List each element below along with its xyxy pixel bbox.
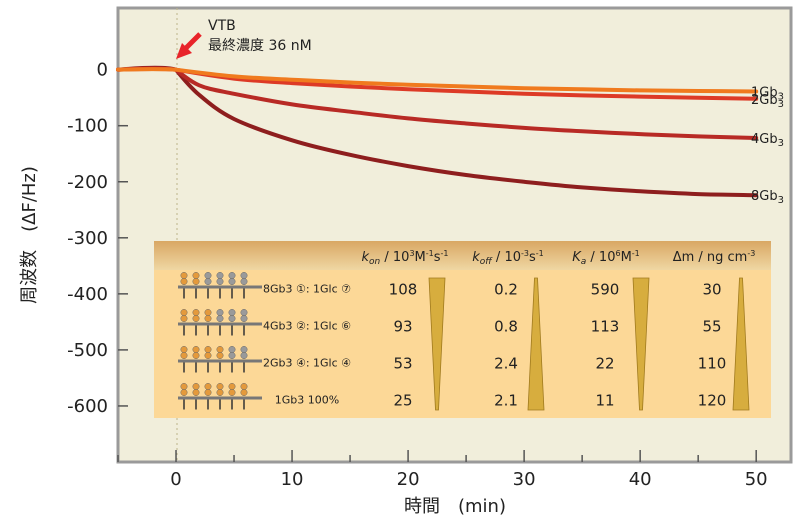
injection-arrow-icon	[176, 32, 202, 59]
annotation: VTB 最終濃度 36 nM	[176, 18, 312, 59]
table-header-1: koff / 10-3s-1	[472, 249, 543, 267]
annotation-line-1: VTB	[208, 18, 236, 34]
table-value-ka: 113	[591, 318, 620, 336]
table-header-0: kon / 103M-1s-1	[362, 249, 449, 267]
table-value-koff: 2.4	[494, 355, 518, 373]
table-composition: 2Gb3 ④: 1Glc ④	[263, 357, 351, 370]
y-axis-title: 周波数 (ΔF/Hz)	[19, 166, 40, 304]
series-label-2Gb3: 2Gb3	[751, 93, 784, 110]
y-tick-label: -200	[67, 172, 108, 193]
table-value-dm: 30	[702, 281, 721, 299]
series-line-2Gb3	[116, 67, 759, 101]
membrane-molecule-icon	[178, 383, 262, 410]
table-value-dm: 110	[698, 355, 727, 373]
y-axis: 0 -100 -200 -300 -400 -500 -600	[67, 60, 128, 417]
y-tick-label: -600	[67, 396, 108, 417]
table-value-ka: 590	[591, 281, 620, 299]
table-value-kon: 93	[393, 318, 412, 336]
annotation-line-2: 最終濃度 36 nM	[208, 38, 312, 54]
decrease-wedge-icon	[632, 277, 650, 411]
table-value-kon: 25	[393, 392, 412, 410]
x-tick-label: 50	[745, 469, 768, 490]
x-tick-label: 30	[513, 469, 536, 490]
x-axis-title: 時間 (min)	[404, 496, 506, 517]
series-line-4Gb3	[116, 66, 759, 140]
series-label-4Gb3: 4Gb3	[751, 132, 784, 149]
table-value-koff: 2.1	[494, 392, 518, 410]
y-tick-label: -300	[67, 228, 108, 249]
table-value-koff: 0.8	[494, 318, 518, 336]
table-value-dm: 120	[698, 392, 727, 410]
x-axis: 0 10 20 30 40 50	[117, 450, 768, 490]
table-header	[154, 241, 771, 270]
table-header-3: Δm / ng cm-3	[673, 249, 756, 265]
table-value-ka: 11	[595, 392, 614, 410]
table-composition: 4Gb3 ②: 1Glc ⑥	[263, 320, 351, 333]
table-composition: 8Gb3 ①: 1Glc ⑦	[263, 283, 351, 296]
y-tick-label: -400	[67, 284, 108, 305]
table-value-koff: 0.2	[494, 281, 518, 299]
table-value-dm: 55	[702, 318, 721, 336]
x-tick-label: 40	[629, 469, 652, 490]
kinetics-table: kon / 103M-1s-1 koff / 10-3s-1 Ka / 106M-1…	[154, 241, 771, 418]
x-tick-label: 10	[281, 469, 304, 490]
membrane-molecule-icon	[178, 346, 262, 373]
membrane-molecule-icon	[178, 272, 262, 299]
table-composition: 1Gb3 100%	[275, 394, 339, 407]
table-value-kon: 108	[389, 281, 418, 299]
table-value-ka: 22	[595, 355, 614, 373]
increase-wedge-icon	[732, 277, 750, 411]
series-label-8Gb3: 8Gb3	[751, 189, 784, 206]
series-line-8Gb3	[116, 65, 759, 198]
increase-wedge-icon	[527, 277, 545, 411]
y-tick-label: -500	[67, 340, 108, 361]
membrane-molecule-icon	[178, 309, 262, 336]
decrease-wedge-icon	[428, 277, 446, 411]
series-layer	[116, 65, 759, 198]
table-value-kon: 53	[393, 355, 412, 373]
y-tick-label: -100	[67, 116, 108, 137]
series-label-1Gb3: 1Gb3	[751, 86, 784, 103]
y-tick-label: 0	[97, 60, 108, 81]
x-tick-label: 20	[397, 469, 420, 490]
table-body	[154, 241, 771, 418]
series-line-1Gb3	[116, 67, 759, 94]
table-header-2: Ka / 106M-1	[572, 249, 640, 267]
x-tick-label: 0	[170, 469, 181, 490]
